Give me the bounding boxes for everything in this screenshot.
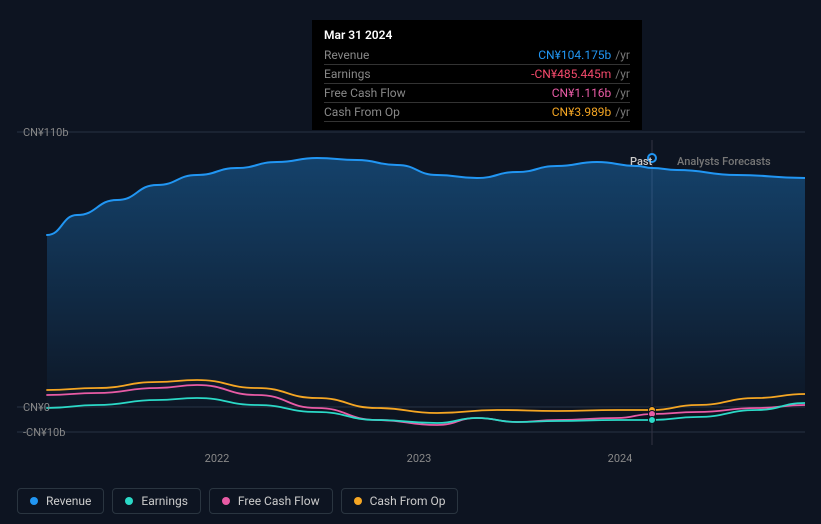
tooltip-row-label: Free Cash Flow (324, 86, 406, 100)
legend-dot-icon (125, 497, 133, 505)
tooltip-date: Mar 31 2024 (324, 28, 630, 42)
legend-dot-icon (354, 497, 362, 505)
tooltip-row-value: -CN¥485.445m/yr (531, 67, 630, 81)
y-axis-label: CN¥110b (23, 126, 69, 139)
tooltip-row: Free Cash Flow CN¥1.116b/yr (324, 84, 630, 103)
forecast-label: Analysts Forecasts (677, 155, 771, 168)
chart-tooltip: Mar 31 2024 Revenue CN¥104.175b/yr Earning… (312, 20, 642, 130)
legend-label: Revenue (46, 494, 91, 508)
tooltip-row-label: Cash From Op (324, 105, 400, 119)
tooltip-row-value: CN¥1.116b/yr (552, 86, 630, 100)
tooltip-row-value: CN¥3.989b/yr (552, 105, 630, 119)
legend-label: Earnings (141, 494, 188, 508)
legend-dot-icon (30, 497, 38, 505)
legend-item-revenue[interactable]: Revenue (17, 488, 104, 514)
x-axis-label: 2024 (608, 452, 633, 465)
legend-item-free-cash-flow[interactable]: Free Cash Flow (209, 488, 333, 514)
tooltip-row-label: Earnings (324, 67, 371, 81)
y-axis-label: -CN¥10b (23, 426, 65, 439)
tooltip-row: Earnings -CN¥485.445m/yr (324, 65, 630, 84)
x-axis-label: 2023 (407, 452, 432, 465)
y-axis-label: CN¥0 (23, 401, 50, 414)
tooltip-row-value: CN¥104.175b/yr (538, 48, 630, 62)
legend-label: Free Cash Flow (238, 494, 320, 508)
past-label: Past (630, 155, 652, 168)
legend-dot-icon (222, 497, 230, 505)
chart-legend: Revenue Earnings Free Cash Flow Cash From O… (17, 488, 458, 514)
tooltip-row-label: Revenue (324, 48, 369, 62)
financial-chart: CN¥110bCN¥0-CN¥10b 202220232024 Past Ana… (17, 120, 805, 450)
tooltip-row: Revenue CN¥104.175b/yr (324, 46, 630, 65)
x-axis-label: 2022 (205, 452, 230, 465)
legend-item-cash-from-op[interactable]: Cash From Op (341, 488, 459, 514)
legend-label: Cash From Op (370, 494, 446, 508)
chart-svg (17, 120, 805, 450)
legend-item-earnings[interactable]: Earnings (112, 488, 201, 514)
